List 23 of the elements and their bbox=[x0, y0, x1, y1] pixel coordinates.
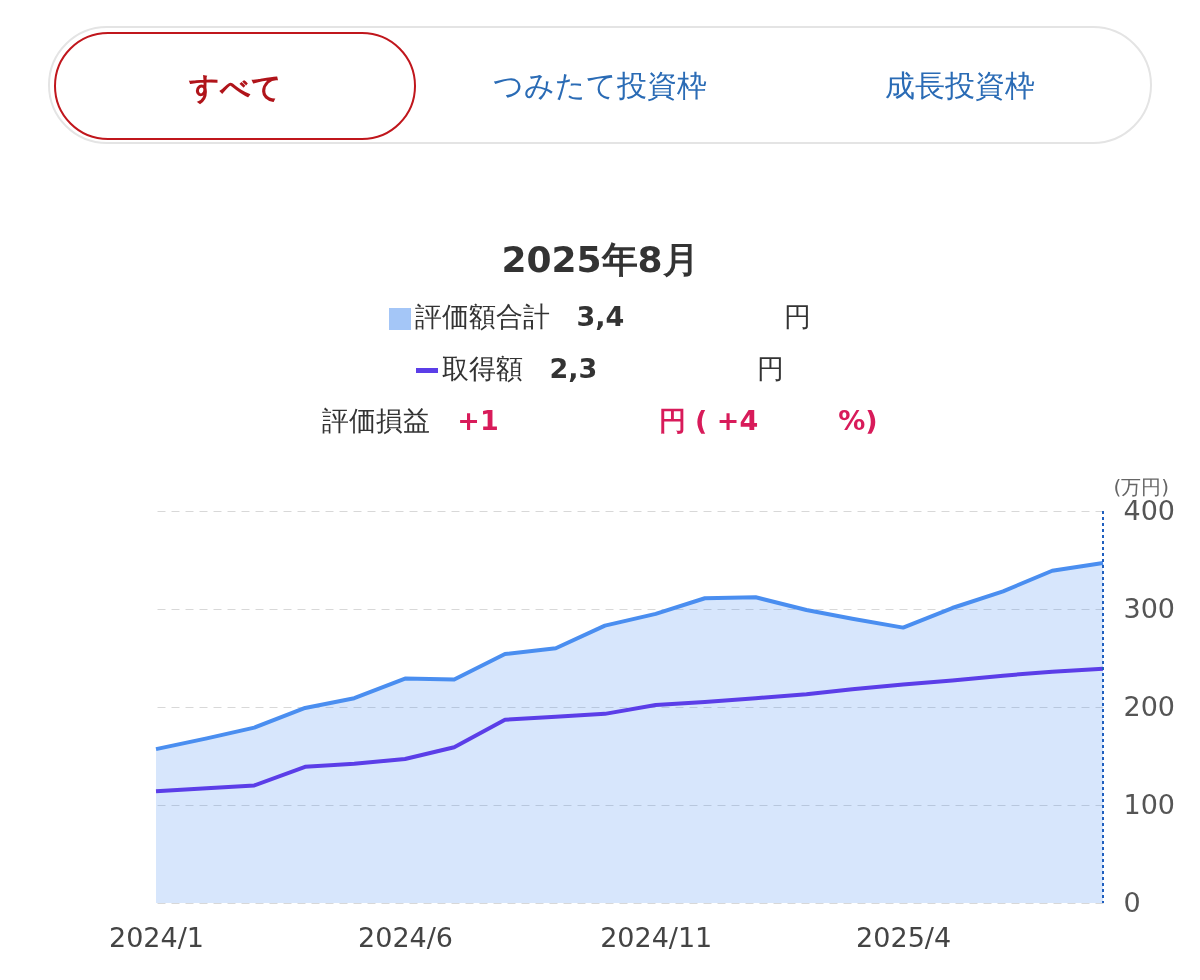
text: 円 ( +4 bbox=[658, 405, 759, 436]
text: 成長投資枠 bbox=[884, 67, 1036, 105]
x-tick-label: 2024/6 bbox=[358, 921, 454, 953]
y-tick-label: 100 bbox=[1123, 788, 1176, 820]
line-series bbox=[154, 666, 1105, 794]
text: %) bbox=[838, 405, 878, 436]
x-tick-label: 2025/4 bbox=[856, 921, 952, 953]
legend-label: 評価額合計 bbox=[414, 301, 550, 332]
text: 3,4 bbox=[576, 301, 625, 332]
y-tick-label: 0 bbox=[1123, 886, 1141, 918]
x-tick-label: 2024/11 bbox=[600, 921, 713, 953]
text: すべて bbox=[54, 32, 416, 140]
chart-title: 2025年8月 bbox=[500, 238, 700, 282]
text: +1 bbox=[457, 405, 499, 436]
text: 円 bbox=[784, 301, 812, 332]
x-tick-label: 2024/1 bbox=[109, 921, 204, 953]
text: つみたて投資枠 bbox=[492, 67, 708, 105]
text: 2,3 bbox=[549, 353, 598, 384]
y-tick-label: 300 bbox=[1123, 592, 1176, 624]
text: 円 bbox=[757, 353, 785, 384]
text: 評価損益 bbox=[322, 405, 432, 436]
legend-label: 取得額 bbox=[441, 353, 523, 384]
y-tick-label: 200 bbox=[1123, 690, 1176, 722]
